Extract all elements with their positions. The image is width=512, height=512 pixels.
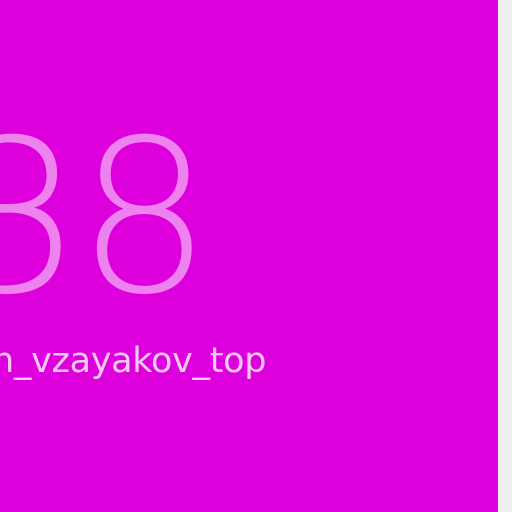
tile-count: 38 xyxy=(0,94,212,341)
metric-tile[interactable]: 38 n_vzayakov_top xyxy=(0,0,498,512)
page-background-strip xyxy=(498,0,512,512)
tile-label: n_vzayakov_top xyxy=(0,341,267,381)
